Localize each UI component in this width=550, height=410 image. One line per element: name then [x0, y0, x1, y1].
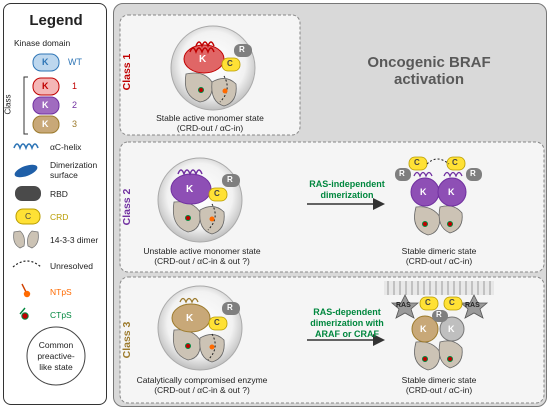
class3-right-caption: Stable dimeric state	[401, 375, 477, 385]
class2-dimer-illustration	[395, 156, 482, 236]
class2-dimer-rbd-letter-left: R	[399, 169, 405, 178]
unresolved-icon	[12, 260, 42, 268]
class3-dimer-kinase-letter-right: K	[448, 324, 455, 334]
kinase-letter-class1: K	[42, 81, 49, 91]
class2-arrow-label: RAS-independent dimerization	[309, 179, 385, 200]
class3-arrow-label: RAS-dependent dimerization with ARAF or …	[310, 307, 384, 339]
kinase-domain-heading: Kinase domain	[14, 38, 71, 48]
ras-label-right: RAS	[465, 302, 480, 309]
class2-left-caption: Unstable active monomer state	[143, 246, 261, 256]
dimer-14-3-3-icon	[27, 230, 39, 249]
kinase-class1-shape	[32, 77, 60, 96]
dimer-14-3-3-label: 14-3-3 dimer	[50, 235, 99, 245]
kinase-letter-class2: K	[42, 100, 49, 110]
class2-rbd-letter: R	[227, 175, 233, 184]
ac-helix-icon	[13, 143, 39, 151]
class2-label: Class 2	[121, 188, 133, 226]
class3-left-caption-2: (CRD-out / αC-in & out ?)	[154, 385, 250, 395]
dimerization-surface-icon	[14, 164, 38, 178]
class3-label: Class 3	[121, 321, 133, 359]
class3-kinase-letter: K	[186, 313, 194, 324]
class3-dimer-crd-letter-right: C	[449, 298, 455, 307]
class2-dimer-crd-letter-right: C	[452, 158, 458, 167]
class1-caption-2: (CRD-out / αC-in)	[176, 123, 244, 133]
legend-graphics	[12, 53, 86, 386]
class-bracket-label: Class	[3, 94, 13, 115]
class1-label: Class 1	[121, 53, 133, 91]
dimerization-surface-label: Dimerization surface	[50, 160, 98, 180]
class3-dimer-crd-letter-left: C	[425, 298, 431, 307]
ctps-label: CTpS	[50, 310, 72, 320]
main-graphics	[119, 14, 545, 404]
class1-crd-letter: C	[227, 59, 233, 68]
class2-left-caption-2: (CRD-out / αC-in & out ?)	[154, 256, 250, 266]
main-title: Oncogenic BRAF activation	[367, 54, 491, 88]
class1-kinase-letter: K	[199, 54, 207, 65]
class2-kinase-letter: K	[186, 184, 194, 195]
common-state-circle	[26, 326, 86, 386]
common-state-label: Common preactive-like state	[37, 340, 75, 372]
class2-dimer-rbd-letter-right: R	[470, 169, 476, 178]
class3-dimer-illustration	[384, 281, 494, 371]
crd-label: CRD	[50, 212, 69, 222]
class3-monomer-illustration	[157, 285, 243, 371]
class1-caption: Stable active monomer state	[156, 113, 264, 123]
kinase-letter-class3: K	[42, 119, 49, 129]
kinase-letter-wt: K	[42, 57, 49, 67]
class3-rbd-letter: R	[227, 303, 233, 312]
ac-helix-label: αC-helix	[50, 142, 82, 152]
class2-dimer-kinase-letter-left: K	[420, 187, 427, 197]
class-bracket	[23, 76, 28, 135]
rbd-icon	[15, 186, 41, 201]
legend-label-wt: WT	[68, 57, 82, 67]
unresolved-label: Unresolved	[50, 261, 93, 271]
class3-left-caption: Catalytically compromised enzyme	[136, 375, 268, 385]
class3-dimer-kinase-letter-left: K	[420, 324, 427, 334]
class3-right-caption-2: (CRD-out / αC-in)	[405, 385, 473, 395]
main-panel: Oncogenic BRAF activation Class 1 Class …	[113, 3, 547, 407]
class2-dimer-crd-letter-left: C	[414, 158, 420, 167]
class2-monomer-illustration	[157, 157, 243, 243]
legend-label-class2: 2	[72, 100, 78, 110]
class2-right-caption-2: (CRD-out / αC-in)	[405, 256, 473, 266]
kinase-class2-shape	[32, 96, 60, 115]
rbd-label: RBD	[50, 189, 68, 199]
class1-rbd-letter: R	[239, 45, 245, 54]
legend-label-class1: 1	[72, 81, 78, 91]
class2-right-caption: Stable dimeric state	[401, 246, 477, 256]
ras-label-left: RAS	[396, 302, 411, 309]
legend-title: Legend	[29, 12, 83, 29]
class3-dimer-rbd-letter: R	[436, 310, 442, 319]
legend-label-class3: 3	[72, 119, 78, 129]
ctps-icon	[21, 312, 29, 320]
legend-panel: Legend Kinase domain K K K K WT 1 2 3 Cl…	[3, 3, 107, 405]
class3-crd-letter: C	[214, 318, 220, 327]
ntps-icon	[23, 290, 31, 298]
class1-monomer-illustration	[170, 25, 256, 111]
kinase-wt-shape	[32, 53, 60, 72]
crd-letter: C	[25, 211, 32, 221]
kinase-class3-shape	[32, 115, 60, 134]
crd-icon	[15, 208, 41, 225]
class2-crd-letter: C	[214, 189, 220, 198]
class2-dimer-kinase-letter-right: K	[448, 187, 455, 197]
ntps-label: NTpS	[50, 287, 72, 297]
